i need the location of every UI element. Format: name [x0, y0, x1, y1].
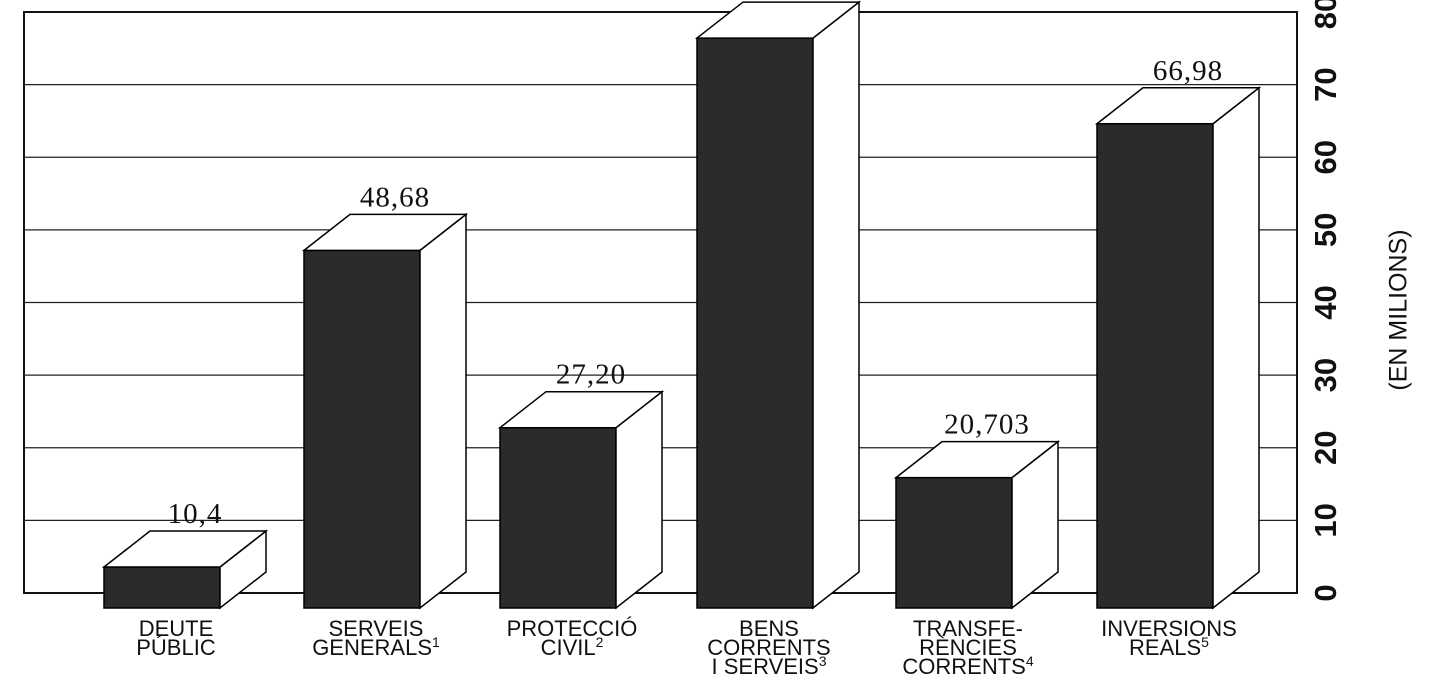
bar-side: [1212, 86, 1260, 610]
category-label: PROTECCIÓ CIVIL2: [507, 616, 638, 660]
y-tick-label: 70: [1308, 67, 1343, 101]
bar-front: [895, 476, 1013, 609]
data-label: 79,016: [745, 0, 831, 1]
bar-2: 48,68: [301, 181, 469, 610]
bar-1: 10,4: [101, 498, 269, 610]
bar-top: [497, 390, 665, 429]
footnote-marker: 5: [1201, 634, 1209, 650]
bar-front: [696, 37, 814, 609]
bar-3: 27,20: [497, 359, 665, 610]
category-label-line: BENS: [739, 616, 799, 641]
category-labels: DEUTE PÚBLIC SERVEIS GENERALS1 PROTECCIÓ CIVI…: [136, 616, 1237, 679]
bar-top: [893, 440, 1061, 479]
category-label: TRANSFE-RÈNCIES CORRENTS4: [902, 616, 1033, 679]
category-label-line: CORRENTS: [902, 654, 1025, 679]
y-tick-label: 40: [1308, 285, 1343, 319]
data-label: 48,68: [360, 181, 430, 213]
bar-front: [103, 566, 221, 609]
bar-side: [812, 0, 860, 610]
bar-front: [1096, 123, 1214, 609]
y-tick-label: 50: [1308, 213, 1343, 247]
category-label-line: CORRENTS: [707, 635, 830, 660]
y-tick-labels: 0 10 20 30 40 50 60 70 80: [1308, 0, 1343, 602]
category-label: BENS CORRENTS I SERVEIS3: [707, 616, 830, 679]
y-tick-label: 20: [1308, 431, 1343, 465]
bars: 10,4 48,68 27,20 79,016 20,703 66,98: [101, 0, 1262, 610]
category-label: DEUTE PÚBLIC: [136, 616, 216, 660]
bar-side: [419, 212, 467, 610]
y-tick-label: 30: [1308, 358, 1343, 392]
category-label-line: CIVIL: [541, 635, 596, 660]
bar-6: 66,98: [1094, 55, 1262, 610]
data-label: 20,703: [944, 409, 1030, 441]
bar-4: 79,016: [694, 0, 862, 610]
bar-side: [615, 390, 663, 610]
y-tick-label: 10: [1308, 503, 1343, 537]
data-label: 66,98: [1153, 55, 1223, 87]
category-label-line: GENERALS: [312, 635, 432, 660]
category-label-line: RÈNCIES: [919, 635, 1017, 660]
bar-5: 20,703: [893, 409, 1061, 610]
data-label: 10,4: [168, 498, 223, 530]
data-label: 27,20: [556, 359, 626, 391]
category-label-line: TRANSFE-: [913, 616, 1023, 641]
category-label-line: INVERSIONS: [1101, 616, 1237, 641]
bar-top: [1094, 87, 1262, 125]
y-tick-label: 60: [1308, 140, 1343, 174]
category-label-line: SERVEIS: [329, 616, 424, 641]
footnote-marker: 2: [596, 634, 604, 650]
category-label-line: DEUTE: [139, 616, 214, 641]
footnote-marker: 4: [1026, 653, 1034, 669]
footnote-marker: 1: [432, 634, 440, 650]
category-label: INVERSIONS REALS5: [1101, 616, 1237, 660]
y-tick-label: 0: [1308, 584, 1343, 601]
bar-front: [303, 249, 421, 609]
bar-top: [301, 213, 469, 252]
category-label-line: REALS: [1129, 635, 1201, 660]
category-label-line: I SERVEIS: [712, 654, 819, 679]
category-label: SERVEIS GENERALS1: [312, 616, 440, 660]
bar-front: [499, 426, 617, 609]
y-axis-title: (EN MILIONS): [1385, 229, 1413, 390]
y-tick-label: 80: [1308, 0, 1343, 29]
footnote-marker: 3: [819, 653, 827, 669]
bar-top: [694, 1, 862, 39]
bar-top: [101, 530, 269, 568]
category-label-line: PROTECCIÓ: [507, 616, 638, 641]
gridlines: [24, 83, 1297, 522]
category-label-line: PÚBLIC: [136, 635, 216, 660]
